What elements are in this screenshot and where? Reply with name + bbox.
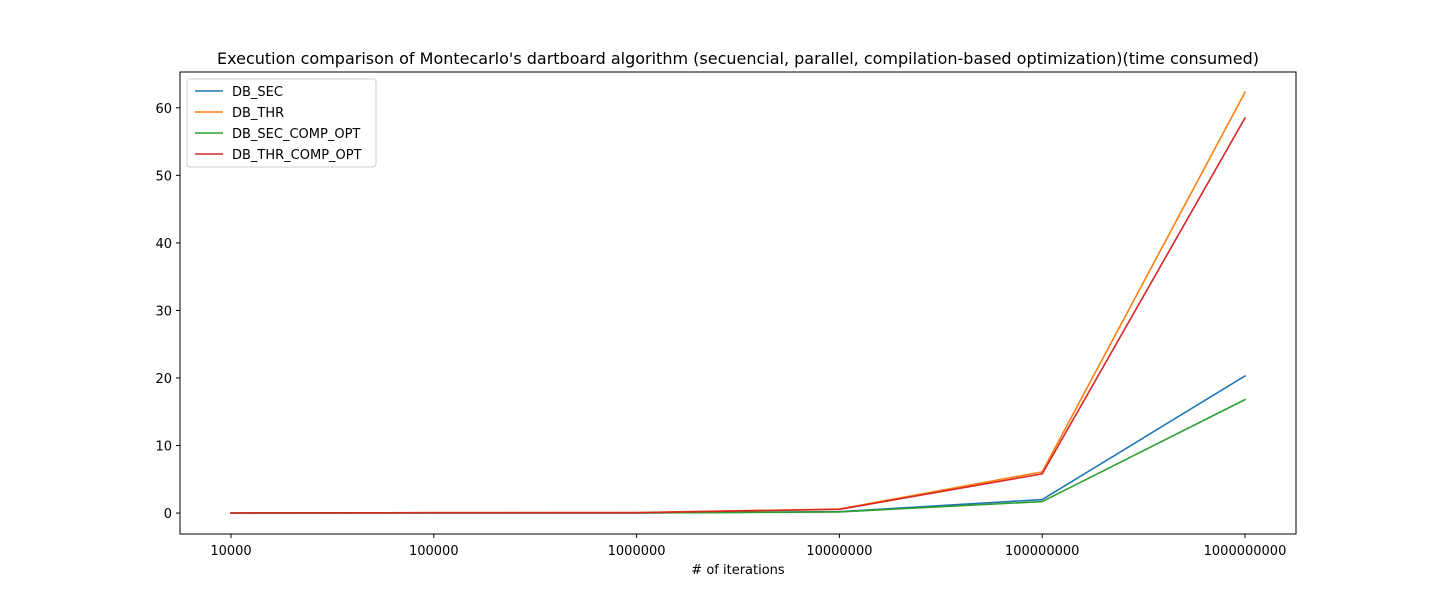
x-tick-label: 100000 [409, 544, 459, 559]
x-tick-label: 10000000 [806, 544, 872, 559]
y-tick-label: 50 [155, 169, 172, 184]
axes-frame [179, 71, 1297, 535]
legend: DB_SEC DB_THR DB_SEC_COMP_OPT DB_THR_COMP_O… [186, 78, 377, 168]
plot-area: 0 10 20 30 40 50 60 10000 100000 1000000 10000000 1… [155, 71, 1297, 559]
legend-box [186, 78, 377, 168]
x-tick-label: 100000000 [1005, 544, 1079, 559]
chart-title: Execution comparison of Montecarlo's dar… [217, 49, 1259, 68]
x-tick-label: 1000000 [608, 544, 666, 559]
y-tick-label: 20 [155, 372, 172, 387]
series-line-db-thr-comp-opt [230, 116, 1247, 514]
y-tick-label: 40 [155, 237, 172, 252]
y-tick-label: 60 [155, 102, 172, 117]
y-tick-label: 10 [155, 440, 172, 455]
legend-label: DB_SEC_COMP_OPT [232, 127, 360, 142]
legend-label: DB_THR [232, 106, 284, 121]
x-tick-label: 10000 [210, 544, 251, 559]
legend-label: DB_SEC [232, 85, 283, 100]
y-tick-label: 0 [164, 507, 172, 522]
legend-label: DB_THR_COMP_OPT [232, 148, 362, 163]
y-tick-label: 30 [155, 304, 172, 319]
x-axis-label: # of iterations [691, 563, 785, 578]
x-tick-label: 1000000000 [1204, 544, 1287, 559]
